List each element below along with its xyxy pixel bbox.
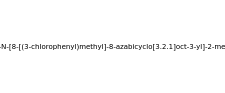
Text: 4-amino-5-bromo-N-[8-[(3-chlorophenyl)methyl]-8-azabicyclo[3.2.1]oct-3-yl]-2-met: 4-amino-5-bromo-N-[8-[(3-chlorophenyl)me… — [0, 43, 225, 50]
